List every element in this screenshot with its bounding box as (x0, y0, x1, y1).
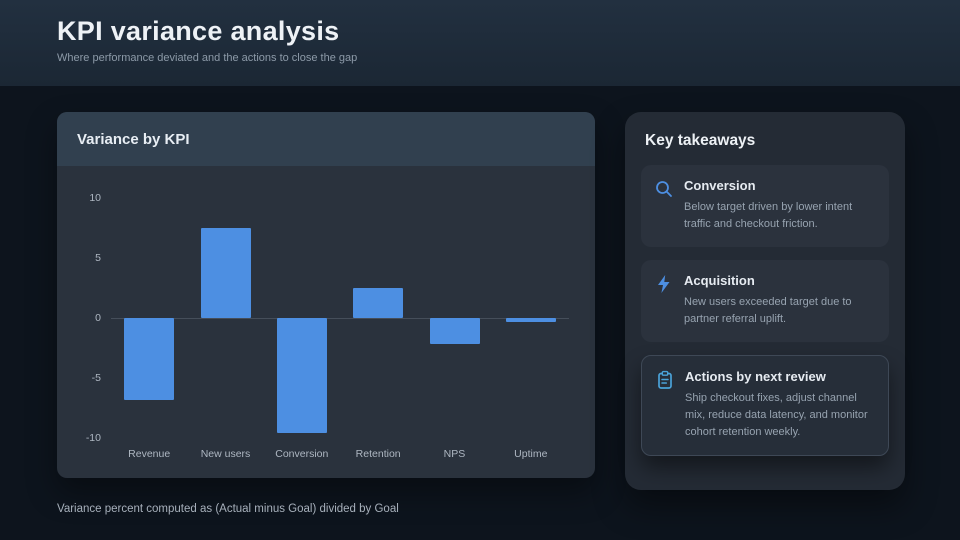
x-category-label: Revenue (128, 448, 171, 460)
page-subtitle: Where performance deviated and the actio… (57, 52, 358, 64)
takeaway-card-conversion: Conversion Below target driven by lower … (641, 165, 889, 248)
bar-nps (429, 318, 480, 345)
y-tick-label: 10 (89, 192, 101, 204)
clipboard-icon (655, 369, 675, 441)
bar-revenue (124, 318, 175, 400)
takeaway-text: Ship checkout fixes, adjust channel mix,… (685, 392, 868, 439)
x-category-label: Retention (355, 448, 401, 460)
chart-card-title: Variance by KPI (57, 112, 595, 166)
y-tick-label: -10 (85, 432, 101, 444)
y-tick-label: 0 (95, 312, 101, 324)
takeaway-card-acquisition: Acquisition New users exceeded target du… (641, 260, 889, 343)
bar-conversion (276, 318, 327, 434)
page-title: KPI variance analysis (57, 16, 340, 46)
x-category-label: Conversion (275, 448, 329, 460)
x-axis: Revenue New users Conversion Retention NPS Up… (111, 448, 569, 460)
y-axis: 10 5 0 -5 -10 (75, 192, 111, 444)
key-takeaways-panel: Key takeaways Conversion Below target dr… (625, 112, 905, 490)
takeaway-text: Below target driven by lower intent traf… (684, 201, 853, 231)
x-category-label: New users (200, 448, 251, 460)
takeaway-text: New users exceeded target due to partner… (684, 296, 852, 326)
chart-area: 10 5 0 -5 -10 Revenue New users Conversion Rete… (57, 166, 595, 460)
variance-chart-card: Variance by KPI 10 5 0 -5 -10 Revenue New use… (57, 112, 595, 478)
formula-footnote: Variance percent computed as (Actual min… (57, 503, 399, 515)
y-tick-label: -5 (91, 372, 101, 384)
y-tick-label: 5 (95, 252, 101, 264)
takeaway-title: Conversion (684, 178, 756, 193)
takeaway-card-actions: Actions by next review Ship checkout fix… (641, 355, 889, 457)
takeaway-title: Acquisition (684, 273, 755, 289)
x-category-label: Uptime (514, 448, 548, 460)
chart-plot (111, 198, 569, 438)
takeaways-title: Key takeaways (645, 132, 756, 149)
magnifier-icon (654, 178, 674, 233)
bar-retention (353, 288, 404, 318)
bar-uptime (505, 318, 556, 322)
takeaway-title: Actions by next review (685, 369, 826, 385)
bolt-icon (654, 273, 674, 328)
header-band: KPI variance analysis Where performance … (0, 0, 960, 86)
bar-new-users (200, 228, 251, 318)
zero-axis-line (111, 318, 569, 319)
x-category-label: NPS (443, 448, 466, 460)
